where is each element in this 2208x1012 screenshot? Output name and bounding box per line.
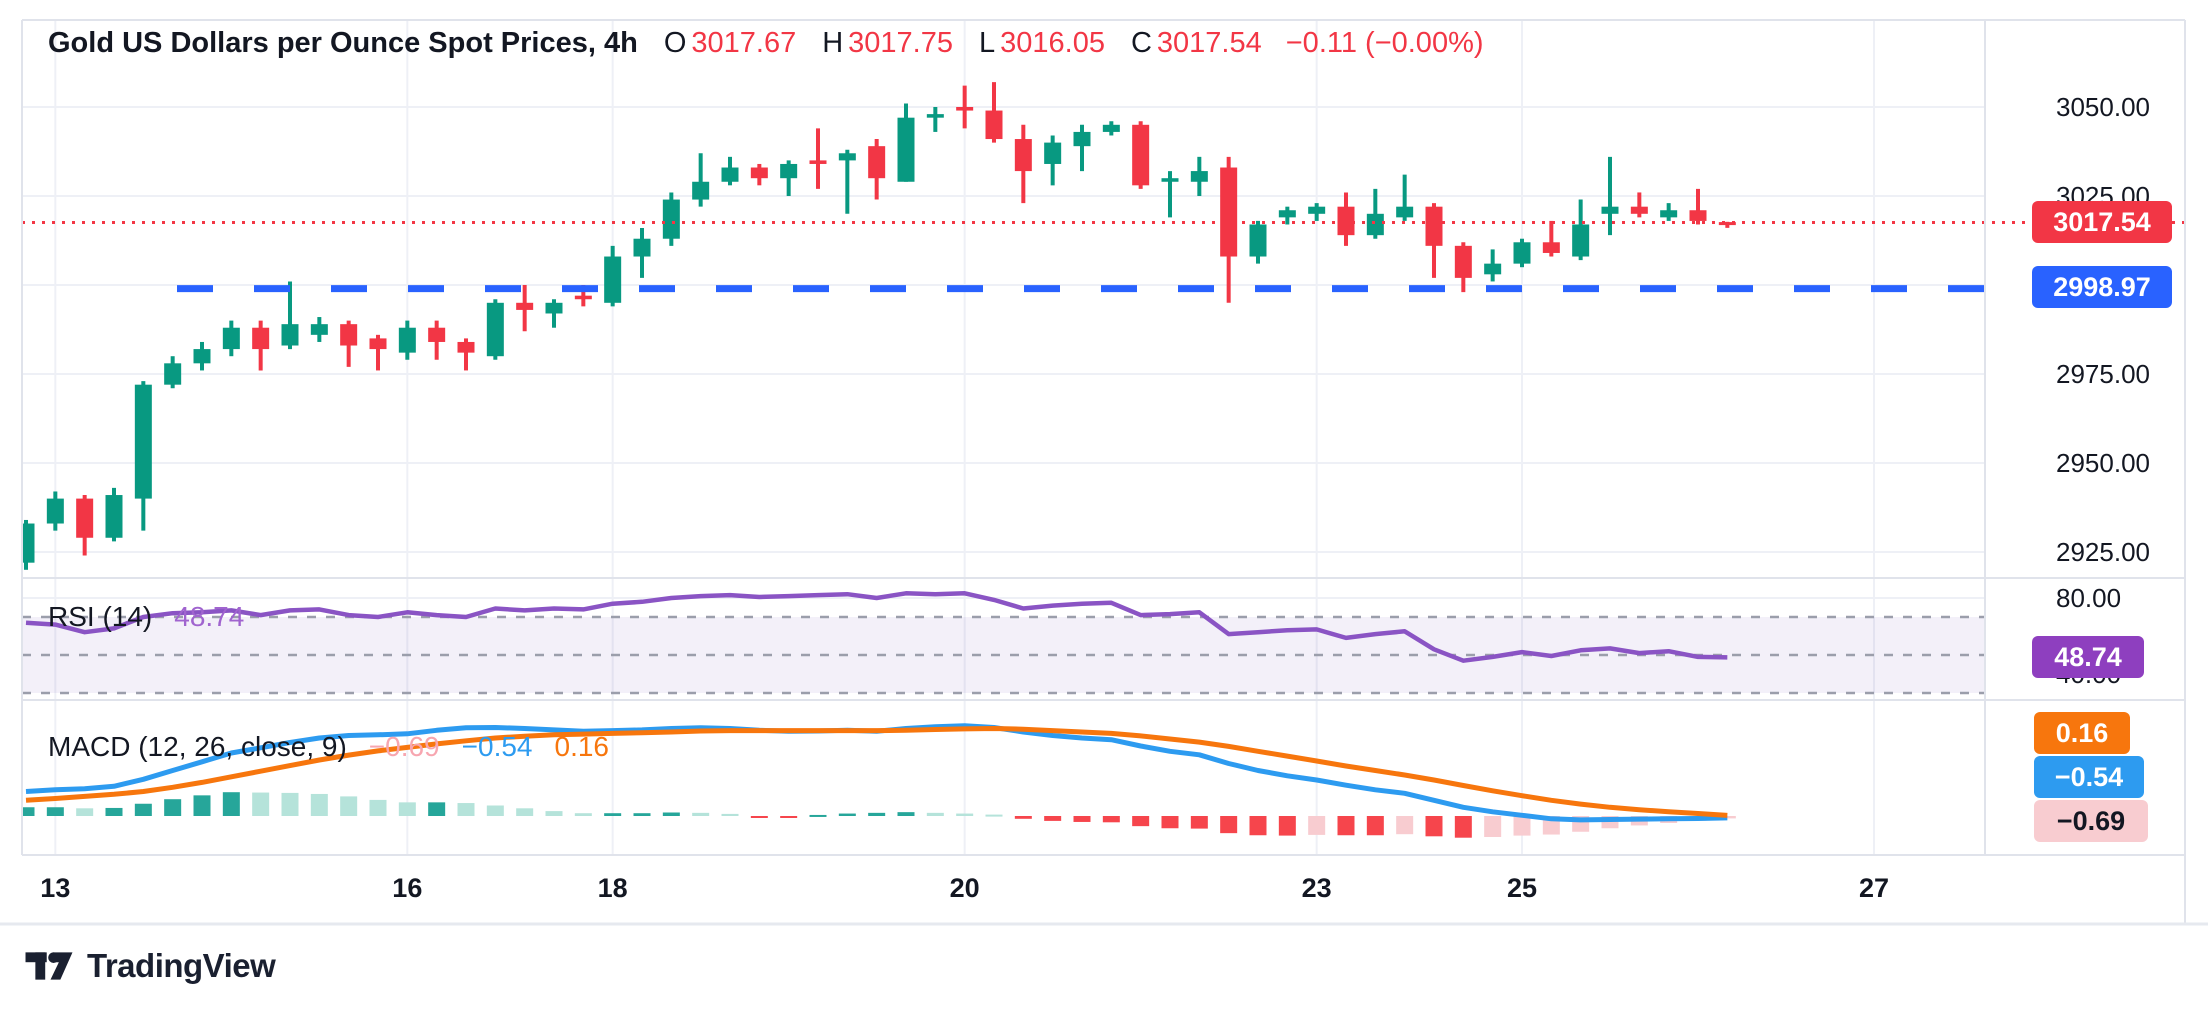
chart-header: Gold US Dollars per Ounce Spot Prices, 4… <box>48 27 1484 60</box>
macd-legend-macd-value: −0.54 <box>461 731 533 762</box>
high-label: H <box>822 27 844 59</box>
price-axis-label: 2925.00 <box>2056 537 2150 567</box>
time-axis-label: 16 <box>392 873 423 903</box>
macd-legend-hist-value: −0.69 <box>368 731 440 762</box>
macd-line-badge: −0.54 <box>2034 756 2144 798</box>
macd-legend[interactable]: MACD (12, 26, close, 9) −0.69 −0.54 0.16 <box>48 731 609 763</box>
support-level-badge: 2998.97 <box>2032 266 2172 308</box>
open-label: O <box>663 27 687 59</box>
open-value: 3017.67 <box>691 27 797 59</box>
time-axis-label: 25 <box>1506 873 1537 903</box>
tradingview-logo[interactable]: TradingView <box>24 946 276 986</box>
macd-legend-name: MACD (12, 26, close, 9) <box>48 731 347 762</box>
close-label: C <box>1130 27 1152 59</box>
time-axis-label: 23 <box>1301 873 1332 903</box>
tradingview-logo-icon <box>25 952 73 980</box>
high-value: 3017.75 <box>848 27 953 59</box>
rsi-legend-name: RSI (14) <box>48 601 153 632</box>
change-value: −0.11 (−0.00%) <box>1285 27 1484 59</box>
rsi-legend-value: 48.74 <box>174 601 245 632</box>
low-value: 3016.05 <box>1000 27 1105 59</box>
symbol-title[interactable]: Gold US Dollars per Ounce Spot Prices, 4… <box>48 27 638 59</box>
time-axis-label: 27 <box>1858 873 1889 903</box>
time-axis-label: 18 <box>597 873 628 903</box>
time-axis-label: 20 <box>949 873 980 903</box>
price-axis-label: 3050.00 <box>2056 92 2150 122</box>
tradingview-logo-text: TradingView <box>87 947 276 984</box>
rsi-value-badge: 48.74 <box>2032 636 2144 678</box>
price-axis-label: 2950.00 <box>2056 448 2150 478</box>
macd-legend-signal-value: 0.16 <box>554 731 610 762</box>
rsi-legend[interactable]: RSI (14) 48.74 <box>48 601 244 633</box>
macd-hist-badge: −0.69 <box>2034 800 2148 842</box>
time-axis-label: 13 <box>40 873 71 903</box>
price-axis-label: 2975.00 <box>2056 359 2150 389</box>
low-label: L <box>979 27 996 59</box>
rsi-axis-label: 80.00 <box>2056 583 2122 613</box>
last-price-badge: 3017.54 <box>2032 201 2172 243</box>
close-value: 3017.54 <box>1156 27 1262 59</box>
macd-signal-badge: 0.16 <box>2034 712 2130 754</box>
